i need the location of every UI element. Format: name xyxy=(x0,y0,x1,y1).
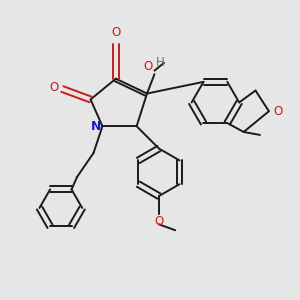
Text: O: O xyxy=(50,81,59,94)
Text: O: O xyxy=(144,60,153,73)
Text: N: N xyxy=(91,120,101,133)
Text: O: O xyxy=(154,215,164,228)
Text: H: H xyxy=(156,56,165,69)
Text: O: O xyxy=(274,105,283,118)
Text: O: O xyxy=(111,26,120,39)
